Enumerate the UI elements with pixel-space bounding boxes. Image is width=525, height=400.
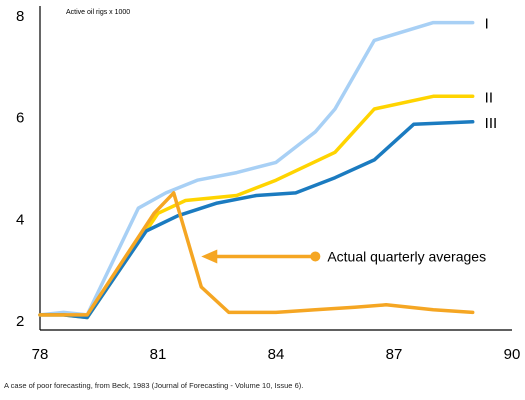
chart: Active oil rigs x 1000 2 4 6 8 78 81 84 87 90 I… xyxy=(16,6,521,363)
series-line-3 xyxy=(38,120,475,320)
y-tick-label: 8 xyxy=(16,8,24,25)
annotation-arrow-dot xyxy=(310,251,321,262)
x-tick-label: 84 xyxy=(268,346,285,363)
x-tick-label: 78 xyxy=(32,346,49,363)
annotation-arrow-head xyxy=(201,249,218,264)
series-label: III xyxy=(485,115,498,132)
y-tick-label: 2 xyxy=(16,313,24,330)
series-label: II xyxy=(485,89,493,106)
annotation-label: Actual quarterly averages xyxy=(327,248,486,264)
y-tick-label: 4 xyxy=(16,211,24,228)
y-tick-label: 6 xyxy=(16,110,24,127)
series-line-1 xyxy=(38,20,475,317)
x-tick-label: 90 xyxy=(504,346,521,363)
series-label: I xyxy=(485,16,489,33)
series-line-4 xyxy=(38,191,475,317)
x-tick-label: 87 xyxy=(386,346,403,363)
y-axis-label: Active oil rigs x 1000 xyxy=(66,9,130,16)
figure-caption: A case of poor forecasting, from Beck, 1… xyxy=(4,381,304,390)
x-tick-label: 81 xyxy=(150,346,167,363)
